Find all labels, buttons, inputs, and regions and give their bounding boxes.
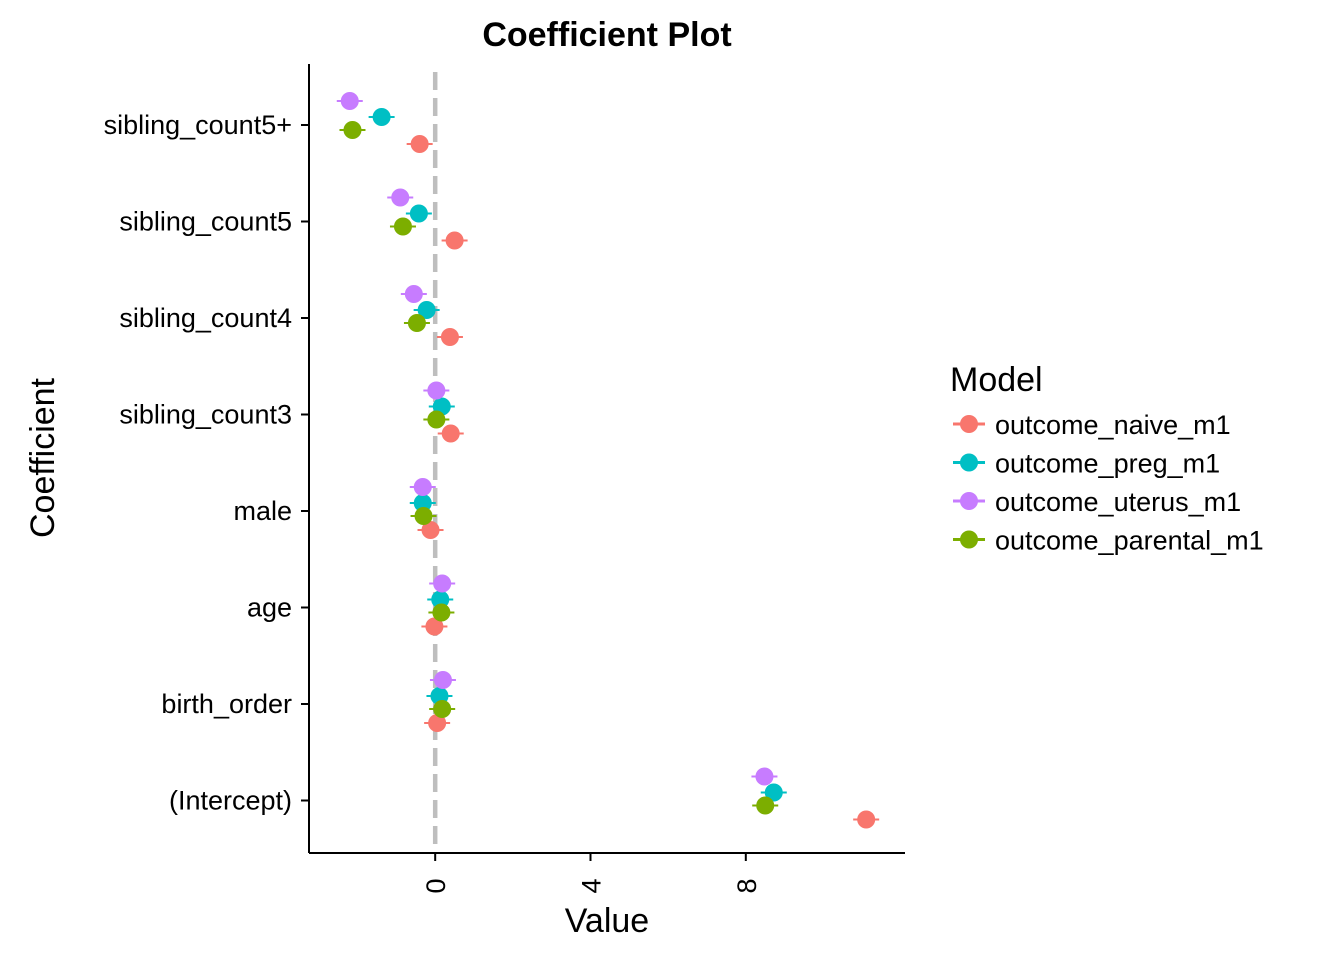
legend-key-point <box>960 453 978 472</box>
data-point <box>440 328 459 346</box>
legend-label: outcome_uterus_m1 <box>995 487 1241 517</box>
data-point <box>433 574 452 593</box>
data-point <box>441 424 460 443</box>
plot-area: sibling_count5+ sibling_count5 sibling_cou… <box>104 64 905 894</box>
data-point <box>413 494 432 512</box>
data-point <box>340 92 359 110</box>
y-tick-label: (Intercept) <box>169 786 292 816</box>
data-point <box>417 301 436 319</box>
x-axis-title: Value <box>565 902 649 940</box>
x-tick-label: 4 <box>576 878 606 893</box>
legend-label: outcome_parental_m1 <box>995 526 1264 556</box>
legend: Model outcome_naive_m1 outcome_preg_m1out… <box>950 361 1264 556</box>
y-tick-label: birth_order <box>161 689 292 719</box>
legend-key-point <box>960 415 978 433</box>
data-point <box>756 796 775 815</box>
y-tick-label: age <box>247 593 292 623</box>
y-tick-label: sibling_count5+ <box>104 110 292 140</box>
data-point <box>421 521 440 539</box>
legend-label: outcome_naive_m1 <box>995 410 1231 440</box>
data-point <box>433 671 452 689</box>
y-tick-label: sibling_count5 <box>119 207 292 237</box>
data-point <box>445 231 464 250</box>
y-axis-title: Coefficient <box>24 377 62 538</box>
data-point <box>414 507 433 525</box>
data-point <box>393 217 412 236</box>
data-point <box>755 767 774 786</box>
data-point <box>409 204 428 223</box>
data-point <box>410 135 429 153</box>
data-point <box>391 188 410 207</box>
legend-key-point <box>960 530 978 549</box>
data-point <box>372 108 391 126</box>
data-point <box>433 700 452 718</box>
chart-title: Coefficient Plot <box>482 16 731 54</box>
y-tick-label: sibling_count4 <box>119 303 292 333</box>
x-tick-label: 0 <box>421 878 451 893</box>
data-point <box>428 714 447 732</box>
data-point <box>432 603 451 622</box>
data-point <box>404 285 423 303</box>
y-tick-label: male <box>233 496 292 526</box>
data-point <box>413 478 432 496</box>
legend-title: Model <box>950 361 1043 399</box>
data-point <box>427 381 446 400</box>
data-point <box>343 121 362 139</box>
data-point <box>425 617 444 636</box>
data-point <box>857 810 876 829</box>
legend-label: outcome_preg_m1 <box>995 449 1220 479</box>
legend-key-point <box>960 492 978 510</box>
data-point <box>764 783 783 802</box>
y-tick-label: sibling_count3 <box>119 400 292 430</box>
data-point <box>427 410 446 429</box>
data-point <box>431 590 450 609</box>
data-point <box>407 314 426 332</box>
x-tick-label: 8 <box>732 878 762 893</box>
